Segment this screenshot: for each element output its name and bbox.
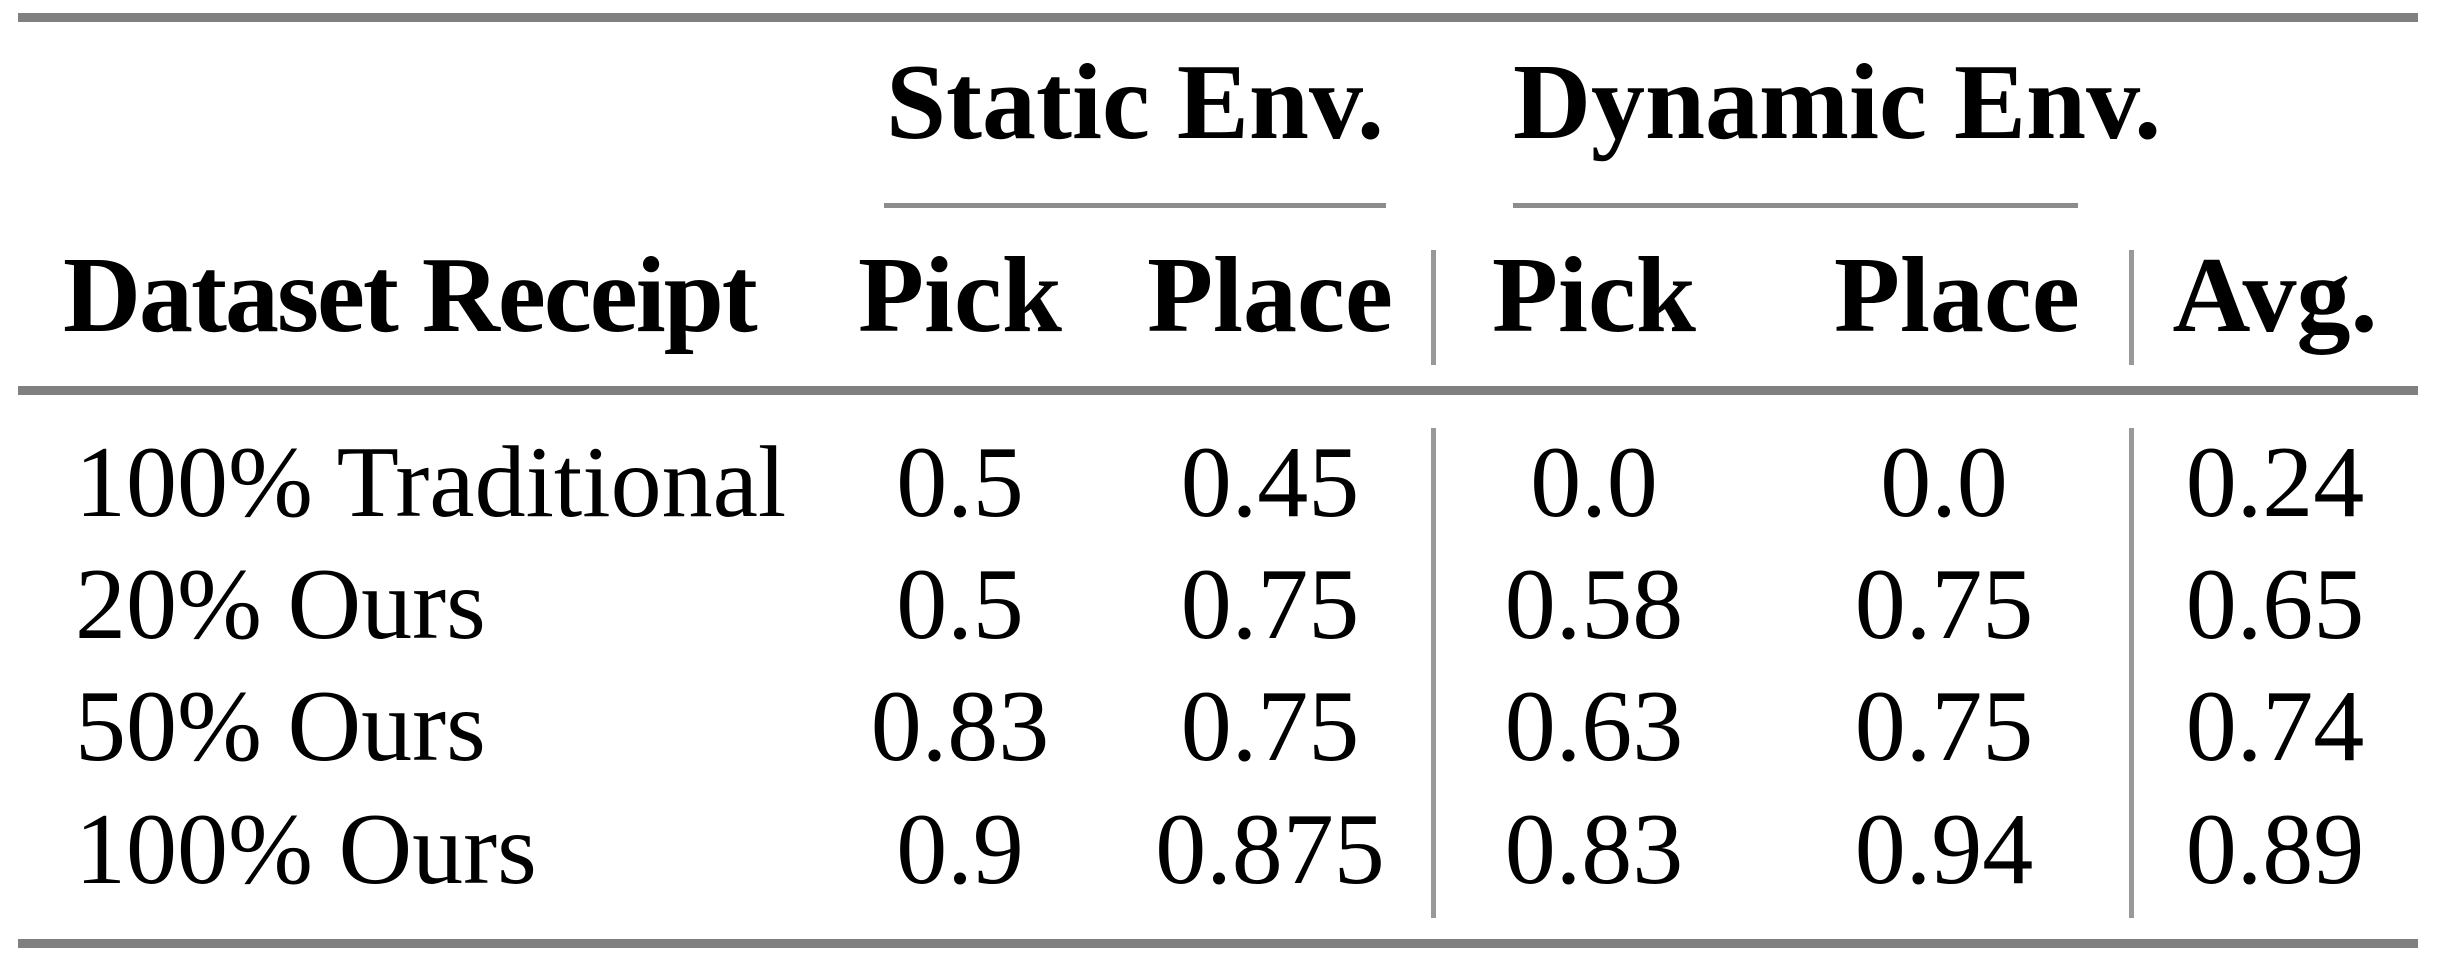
header-dataset-receipt: Dataset Receipt — [63, 236, 758, 355]
header-avg: Avg. — [2172, 236, 2378, 355]
cell-dynamic-place: 0.94 — [1854, 793, 2034, 906]
row-label: 20% Ours — [75, 548, 486, 661]
table-top-rule — [18, 13, 2418, 22]
row-label: 50% Ours — [75, 670, 486, 783]
cell-dynamic-pick: 0.58 — [1504, 548, 1684, 661]
static-env-underline — [884, 203, 1386, 208]
table-row: 50% Ours 0.83 0.75 0.63 0.75 0.74 — [0, 672, 2440, 782]
cell-avg: 0.24 — [2185, 426, 2365, 539]
table-bottom-rule — [18, 939, 2418, 948]
table-mid-rule — [18, 386, 2418, 395]
vertical-separator-avg — [2129, 428, 2134, 918]
table-row: 20% Ours 0.5 0.75 0.58 0.75 0.65 — [0, 550, 2440, 660]
column-header-row: Dataset Receipt Pick Place Pick Place Av… — [0, 238, 2440, 353]
cell-dynamic-pick: 0.0 — [1530, 426, 1658, 539]
header-dynamic-pick: Pick — [1492, 236, 1696, 355]
cell-static-pick: 0.83 — [870, 670, 1050, 783]
cell-static-place: 0.875 — [1155, 793, 1385, 906]
cell-avg: 0.89 — [2185, 793, 2365, 906]
cell-avg: 0.74 — [2185, 670, 2365, 783]
cell-dynamic-place: 0.75 — [1854, 670, 2034, 783]
table-row: 100% Traditional 0.5 0.45 0.0 0.0 0.24 — [0, 428, 2440, 538]
cell-static-pick: 0.9 — [896, 793, 1024, 906]
vertical-separator-static-dynamic — [1431, 428, 1436, 918]
row-label: 100% Traditional — [75, 426, 787, 539]
cell-static-pick: 0.5 — [896, 548, 1024, 661]
cell-dynamic-place: 0.75 — [1854, 548, 2034, 661]
header-static-place: Place — [1147, 236, 1393, 355]
cell-dynamic-pick: 0.83 — [1504, 793, 1684, 906]
table-row: 100% Ours 0.9 0.875 0.83 0.94 0.89 — [0, 795, 2440, 905]
cell-dynamic-place: 0.0 — [1880, 426, 2008, 539]
vertical-separator-avg — [2129, 250, 2134, 365]
cell-avg: 0.65 — [2185, 548, 2365, 661]
header-static-pick: Pick — [858, 236, 1062, 355]
vertical-separator-static-dynamic — [1431, 250, 1436, 365]
row-label: 100% Ours — [75, 793, 537, 906]
cell-dynamic-pick: 0.63 — [1504, 670, 1684, 783]
static-env-group-label: Static Env. — [885, 43, 1385, 162]
cell-static-place: 0.75 — [1180, 670, 1360, 783]
header-dynamic-place: Place — [1834, 236, 2080, 355]
cell-static-place: 0.75 — [1180, 548, 1360, 661]
cell-static-pick: 0.5 — [896, 426, 1024, 539]
dynamic-env-group-label: Dynamic Env. — [1513, 43, 2162, 162]
cell-static-place: 0.45 — [1180, 426, 1360, 539]
dynamic-env-underline — [1513, 203, 2078, 208]
column-group-header-row: Static Env. Dynamic Env. — [0, 48, 2440, 158]
